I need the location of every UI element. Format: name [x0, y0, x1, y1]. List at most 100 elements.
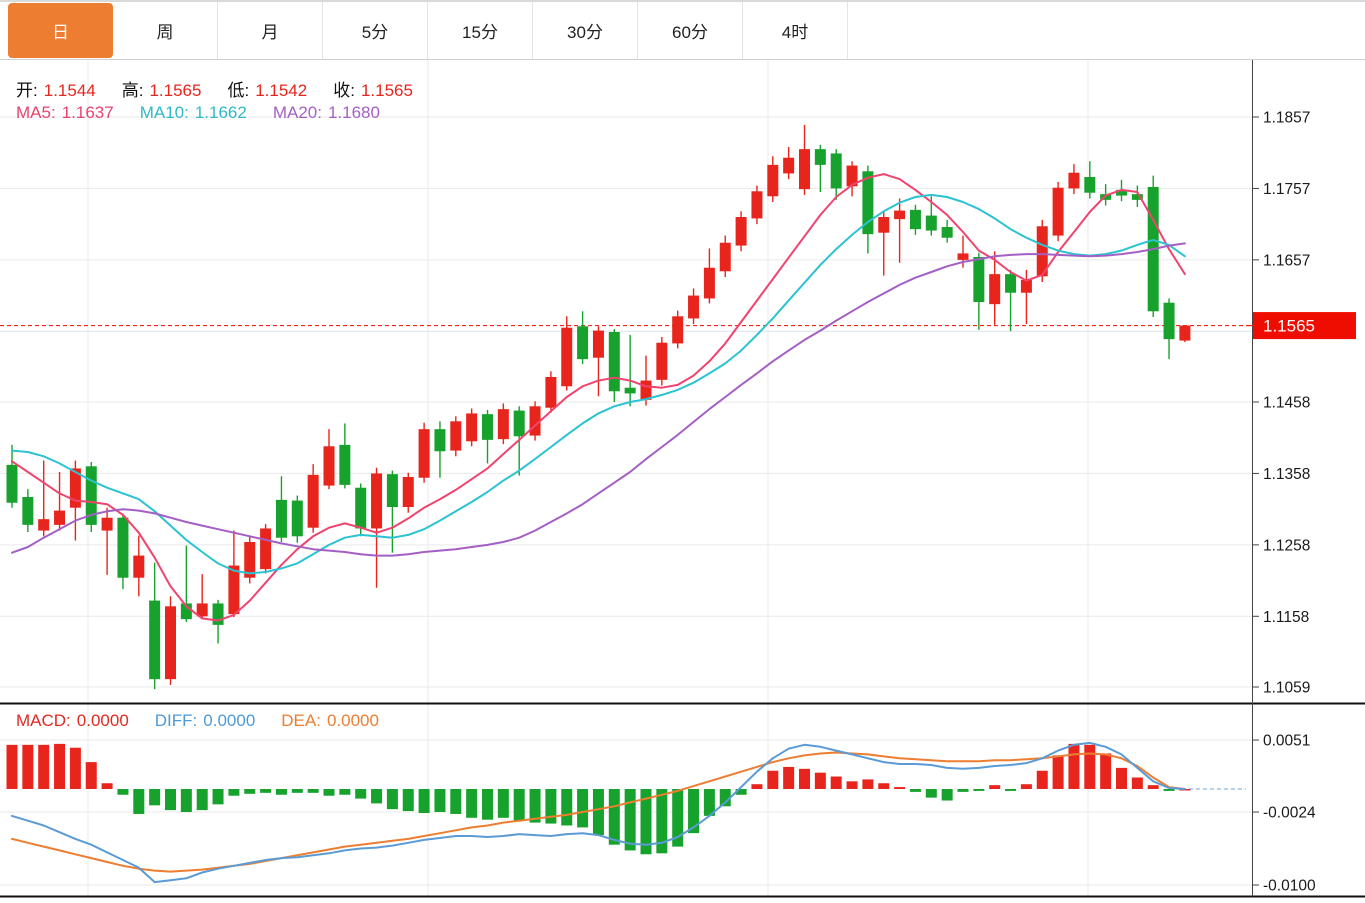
price-axis-label: 1.1757	[1263, 181, 1310, 198]
macd-bar	[260, 789, 272, 793]
candle-body	[1068, 172, 1080, 189]
candle-body	[656, 342, 668, 380]
macd-bar	[735, 789, 747, 795]
macd-bar	[1052, 755, 1064, 789]
candle-body	[482, 414, 493, 440]
macd-bar	[22, 744, 34, 789]
macd-bar	[529, 789, 541, 823]
macd-bar	[244, 789, 256, 794]
macd-bar	[1116, 767, 1127, 789]
candle-body	[117, 517, 129, 578]
ma-value: 1.1662	[194, 103, 247, 122]
candle	[814, 144, 826, 193]
ma10-line	[11, 193, 1186, 575]
macd-bar	[640, 789, 652, 855]
tab-4hour[interactable]: 4时	[743, 2, 848, 59]
tab-day[interactable]: 日	[8, 3, 113, 58]
macd-bar	[878, 783, 890, 789]
macd-bar	[371, 789, 383, 804]
candle	[85, 462, 97, 533]
candle	[196, 574, 208, 620]
candle-body	[751, 191, 763, 219]
candle-body	[101, 517, 113, 531]
candle-body	[196, 603, 208, 617]
candle	[1131, 185, 1143, 208]
candle-body	[719, 242, 731, 272]
macd-bar	[545, 789, 557, 824]
tab-month[interactable]: 月	[218, 2, 323, 59]
candle-body	[260, 528, 272, 570]
tab-week[interactable]: 周	[113, 2, 218, 59]
macd-bar	[513, 789, 525, 821]
ma-label: MA5:	[16, 103, 56, 122]
macd-bar	[592, 789, 604, 836]
tab-30min[interactable]: 30分	[533, 2, 638, 59]
candle	[878, 211, 890, 276]
candle	[672, 310, 684, 349]
macd-bar	[228, 789, 240, 796]
candle-body	[957, 253, 969, 260]
candle-body	[830, 153, 842, 189]
candle	[545, 371, 557, 413]
candle	[973, 252, 985, 330]
candle	[688, 288, 700, 325]
candle-body	[22, 497, 34, 525]
candle	[133, 535, 145, 597]
candle-body	[386, 474, 398, 508]
macd-bar	[6, 744, 18, 789]
candle-body	[577, 326, 589, 360]
candle-body	[323, 446, 335, 486]
macd-bar	[1163, 789, 1175, 791]
macd-bar	[402, 789, 414, 812]
macd-bar	[1147, 785, 1159, 789]
candle-body	[545, 377, 557, 408]
tab-60min[interactable]: 60分	[638, 2, 743, 59]
candle	[1179, 325, 1191, 343]
current-price-tag: 1.1565	[1246, 312, 1356, 340]
macd-bar	[101, 783, 113, 789]
candle	[656, 337, 668, 386]
macd-bar	[561, 789, 573, 826]
candle	[862, 165, 874, 254]
tab-15min[interactable]: 15分	[428, 2, 533, 59]
candle-body	[497, 409, 509, 440]
candle	[149, 562, 161, 690]
current-price-tag-label: 1.1565	[1263, 317, 1315, 336]
macd-bar	[482, 789, 493, 820]
macd-bar	[355, 789, 367, 799]
candle-body	[1036, 226, 1048, 277]
candle-body	[149, 600, 161, 680]
macd-bar	[1131, 777, 1143, 789]
candle	[1020, 269, 1032, 325]
candle-body	[513, 410, 525, 437]
candle	[38, 460, 50, 537]
candle-body	[133, 555, 145, 578]
ma-label: MA10:	[139, 103, 189, 122]
candle-body	[244, 542, 256, 578]
candle-body	[767, 164, 779, 197]
macd-bar	[624, 789, 636, 851]
candle-body	[735, 217, 747, 246]
ohlc-label: 高:	[121, 81, 144, 100]
candle	[339, 423, 351, 489]
macd-bar	[814, 772, 826, 789]
ohlc-value: 1.1542	[255, 81, 308, 100]
macd-bar	[418, 789, 430, 813]
tab-5min[interactable]: 5分	[323, 2, 428, 59]
candle	[6, 444, 18, 508]
price-axis-label: 1.1458	[1263, 395, 1310, 412]
macd-bar	[577, 789, 589, 828]
macd-bar	[909, 789, 921, 792]
macd-bar	[386, 789, 398, 810]
candle-body	[925, 215, 937, 231]
macd-bar	[307, 789, 319, 793]
macd-bar	[466, 789, 478, 818]
candle	[909, 204, 921, 235]
macd-bar	[925, 789, 937, 798]
candle-body	[69, 468, 81, 508]
candle-body	[640, 380, 652, 400]
candle	[624, 334, 636, 407]
price-axis-label: 1.1657	[1263, 252, 1310, 269]
candle-body	[529, 406, 541, 436]
